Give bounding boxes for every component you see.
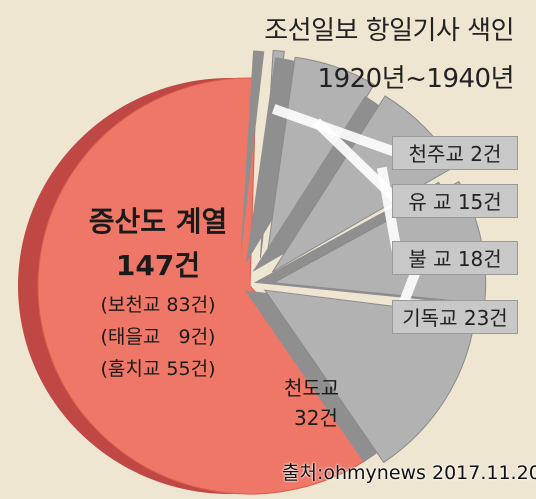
chart-title: 조선일보 항일기사 색인 [264, 16, 514, 46]
chart-subtitle: 1920년~1940년 [317, 64, 515, 94]
cheondogyo-name: 천도교 [284, 376, 340, 400]
slice-jeungsando [37, 77, 392, 495]
breakdown-humchigyo: (훔치교 55건) [100, 358, 216, 380]
label-bulgyo: 불 교 18건 [392, 241, 518, 275]
label-gidokgyo: 기독교 23건 [392, 300, 518, 334]
source-credit: 출처:ohmynews 2017.11.20 [282, 462, 536, 484]
label-yugyo: 유 교 15건 [392, 184, 518, 218]
slice-cheonju-leader [271, 104, 400, 158]
slice-cheonju-side [240, 50, 265, 259]
main-segment-count: 147건 [115, 249, 201, 282]
cheondogyo-count: 32건 [294, 406, 338, 430]
breakdown-taeeulgyo: (태을교 9건) [100, 326, 216, 348]
main-segment-name: 증산도 계열 [88, 205, 228, 238]
label-cheonju: 천주교 2건 [392, 136, 518, 170]
breakdown-bocheongyo: (보천교 83건) [100, 294, 216, 316]
